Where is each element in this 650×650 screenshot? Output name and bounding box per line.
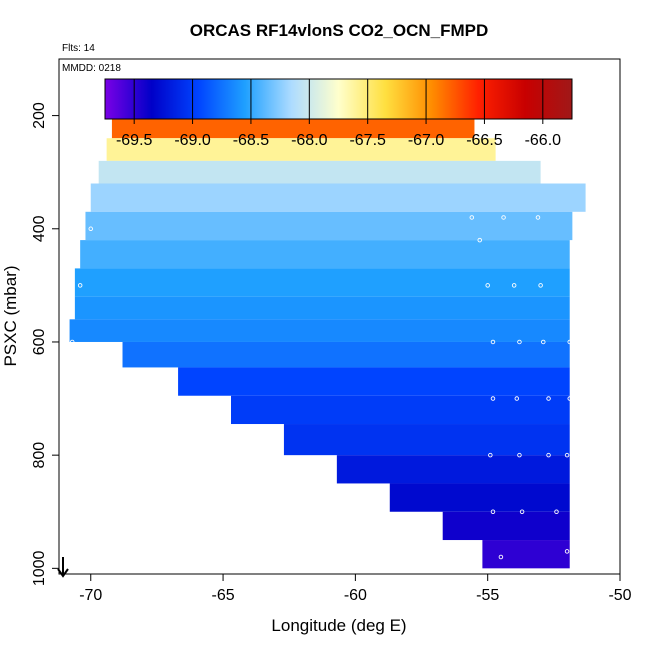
y-tick-label: 200	[31, 102, 48, 129]
track-point	[535, 215, 541, 220]
track-point	[469, 215, 475, 220]
heatmap-cell	[85, 211, 573, 241]
track-point	[554, 509, 559, 514]
heatmap-cell	[80, 240, 570, 269]
x-axis-label: Longitude (deg E)	[271, 616, 406, 635]
x-tick-label: -50	[608, 587, 631, 604]
track-point	[490, 396, 496, 401]
heatmap-cell	[111, 115, 475, 139]
heatmap-cell	[74, 268, 570, 297]
colorbar-tick-label: -67.0	[408, 132, 445, 149]
track-point	[490, 339, 496, 345]
flights-note: Flts: 14	[62, 43, 95, 54]
chart-title: ORCAS RF14vlonS CO2_OCN_FMPD	[190, 21, 489, 40]
track-point	[498, 554, 504, 560]
track-point	[501, 215, 506, 220]
track-point	[564, 452, 570, 458]
track-point	[77, 283, 83, 288]
track-point	[517, 452, 522, 458]
track-point	[517, 339, 522, 345]
x-axis: -70 -65 -60 -55 -50	[79, 574, 632, 604]
x-tick-label: -70	[79, 587, 102, 604]
track-point	[564, 549, 570, 554]
track-point	[567, 339, 572, 345]
track-point	[546, 452, 551, 458]
track-point	[69, 339, 75, 345]
y-tick-label: 1000	[31, 550, 48, 586]
x-tick-label: -65	[212, 587, 235, 604]
track-point	[541, 339, 546, 345]
colorbar-tick-label: -68.0	[291, 132, 328, 149]
date-note: MMDD: 0218	[62, 63, 121, 74]
heatmap-layers	[69, 101, 586, 569]
heatmap-cell	[442, 511, 570, 541]
track-point	[519, 509, 525, 514]
track-point	[88, 226, 94, 232]
track-point	[488, 452, 493, 458]
track-point	[511, 283, 517, 288]
track-point	[546, 396, 551, 401]
track-point	[485, 283, 490, 288]
heatmap-cell	[74, 296, 570, 320]
colorbar-tick-label: -69.0	[174, 132, 211, 149]
track-point	[538, 283, 543, 288]
y-tick-label: 800	[31, 442, 48, 469]
heatmap-cell	[231, 395, 570, 425]
y-axis-label: PSXC (mbar)	[1, 265, 20, 366]
down-arrow-icon	[57, 557, 69, 578]
track-point	[514, 396, 520, 401]
y-axis: 200 400 600 800 1000	[31, 102, 59, 586]
colorbar-gradient	[104, 78, 573, 120]
track-point	[477, 237, 483, 243]
x-tick-label: -55	[476, 587, 499, 604]
colorbar-tick-label: -67.5	[349, 132, 386, 149]
heatmap-cell	[90, 183, 586, 212]
y-tick-label: 600	[31, 329, 48, 356]
x-tick-label: -60	[344, 587, 367, 604]
heatmap-cell	[106, 138, 496, 161]
heatmap-cell	[336, 455, 570, 484]
plot-frame	[58, 58, 621, 575]
track-point	[91, 169, 96, 175]
y-tick-label: 400	[31, 215, 48, 242]
heatmap-cell	[98, 160, 541, 184]
track-point	[570, 283, 575, 288]
heatmap-cell	[122, 341, 570, 368]
colorbar-tick-label: -68.5	[233, 132, 270, 149]
heatmap-cell	[482, 540, 570, 569]
track-point	[490, 509, 496, 514]
colorbar-tick-label: -66.5	[466, 132, 503, 149]
heatmap-cell	[283, 424, 570, 456]
colorbar-tick-label: -69.5	[116, 132, 153, 149]
track-point	[567, 396, 572, 401]
heatmap-cell	[69, 319, 570, 342]
heatmap-cell	[178, 367, 570, 396]
track-point	[572, 215, 578, 220]
colorbar-tick-label: -66.0	[525, 132, 562, 149]
heatmap-cell	[389, 483, 570, 512]
colorbar: -69.5 -69.0 -68.5 -68.0 -67.5 -67.0 -66.5 -66.0	[104, 78, 573, 149]
